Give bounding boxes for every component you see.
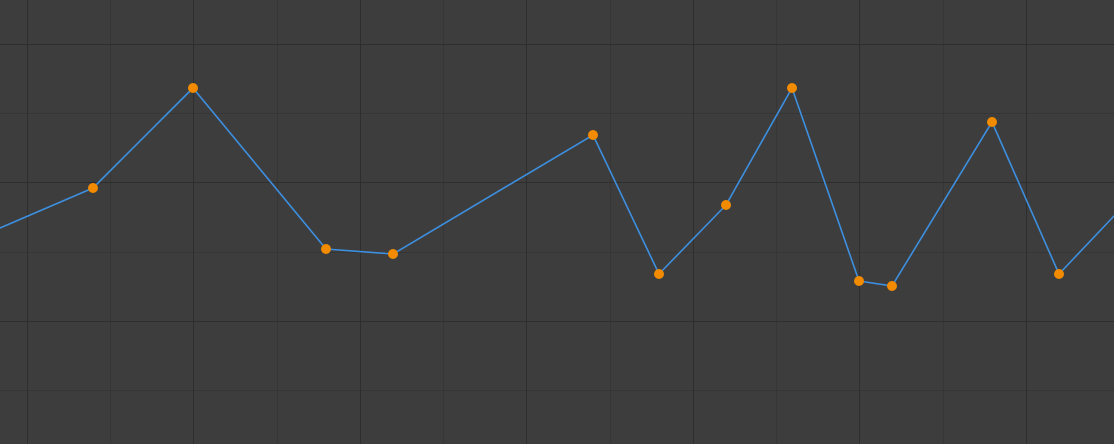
keyframe-point-7[interactable] (721, 200, 731, 210)
keyframe-point-2[interactable] (188, 83, 198, 93)
f-curve-line[interactable] (0, 87, 1114, 287)
keyframe-point-4[interactable] (388, 249, 398, 259)
keyframe-point-8[interactable] (787, 83, 797, 93)
keyframe-point-5[interactable] (588, 130, 598, 140)
keyframe-point-9[interactable] (854, 276, 864, 286)
keyframe-layer (88, 83, 1064, 291)
keyframe-point-10[interactable] (887, 281, 897, 291)
keyframe-point-11[interactable] (987, 117, 997, 127)
keyframe-point-6[interactable] (654, 269, 664, 279)
keyframe-point-12[interactable] (1054, 269, 1064, 279)
curve-layer (0, 87, 1114, 287)
keyframe-point-3[interactable] (321, 244, 331, 254)
keyframe-point-1[interactable] (88, 183, 98, 193)
